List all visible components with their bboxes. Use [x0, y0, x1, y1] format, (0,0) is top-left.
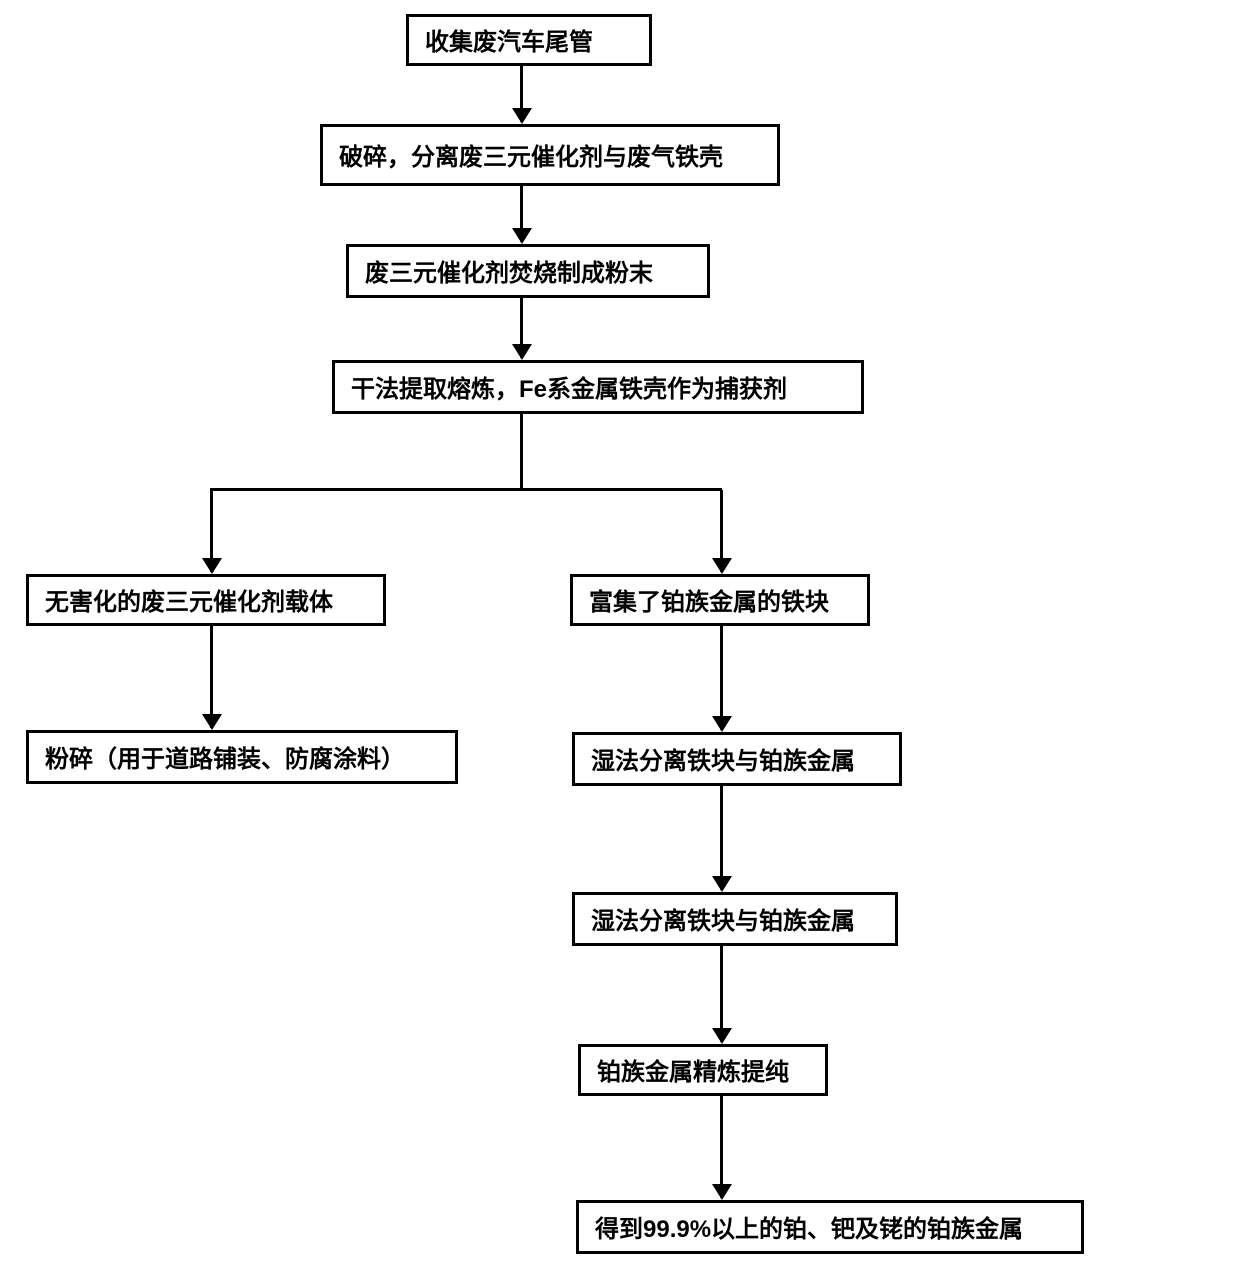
node-wet-separate-1: 湿法分离铁块与铂族金属 — [572, 732, 902, 786]
node-crush-separate: 破碎，分离废三元催化剂与废气铁壳 — [320, 124, 780, 186]
arrow-8-9 — [720, 786, 723, 890]
arrow-split-right — [720, 490, 723, 572]
arrow-6-8 — [720, 626, 723, 730]
arrow-10-11 — [720, 1096, 723, 1198]
arrow-split-left — [210, 490, 213, 572]
node-harmless-carrier: 无害化的废三元催化剂载体 — [26, 574, 386, 626]
node-collect-tailpipe: 收集废汽车尾管 — [406, 14, 652, 66]
node-final-product: 得到99.9%以上的铂、钯及铑的铂族金属 — [576, 1200, 1084, 1254]
node-dry-extraction: 干法提取熔炼，Fe系金属铁壳作为捕获剂 — [332, 360, 864, 414]
arrow-2-3 — [520, 186, 523, 242]
arrow-5-7 — [210, 626, 213, 728]
node-incinerate-powder: 废三元催化剂焚烧制成粉末 — [346, 244, 710, 298]
flowchart-container: 收集废汽车尾管 破碎，分离废三元催化剂与废气铁壳 废三元催化剂焚烧制成粉末 干法… — [0, 0, 1240, 1278]
arrow-1-2 — [520, 66, 523, 122]
arrow-9-10 — [720, 946, 723, 1042]
node-refine-purify: 铂族金属精炼提纯 — [578, 1044, 828, 1096]
node-wet-separate-2: 湿法分离铁块与铂族金属 — [572, 892, 898, 946]
split-vertical — [520, 414, 523, 490]
node-pulverize-use: 粉碎（用于道路铺装、防腐涂料） — [26, 730, 458, 784]
node-enriched-iron: 富集了铂族金属的铁块 — [570, 574, 870, 626]
arrow-3-4 — [520, 298, 523, 358]
split-horizontal — [210, 488, 722, 491]
